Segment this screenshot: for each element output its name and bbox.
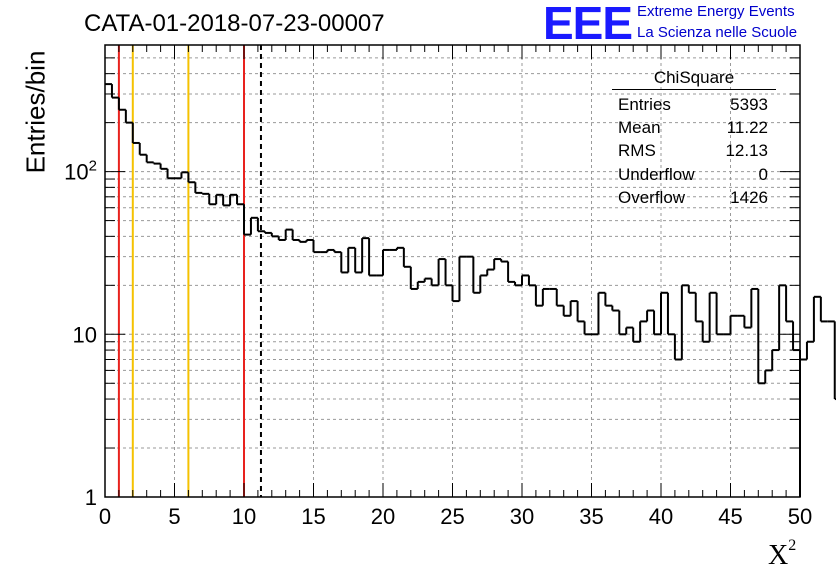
x-tick-label: 5 [168, 504, 180, 529]
logo-tagline-2: La Scienza nelle Scuole [637, 24, 798, 41]
stats-row-overflow: Overflow 1426 [612, 186, 776, 209]
logo-tagline-1: Extreme Energy Events [637, 3, 795, 20]
stats-value: 12.13 [725, 141, 768, 161]
x-tick-label: 40 [649, 504, 673, 529]
stats-value: 0 [758, 164, 768, 184]
stats-rows: Entries 5393 Mean 11.22 RMS 12.13 Underflow 0 Ov… [612, 93, 776, 209]
x-tick-label: 15 [301, 504, 325, 529]
stats-row-rms: RMS 12.13 [612, 139, 776, 162]
x-tick-label: 20 [371, 504, 395, 529]
stats-label: Overflow [618, 187, 686, 207]
stats-label: RMS [618, 141, 656, 161]
stats-label: Entries [618, 95, 671, 114]
stats-value: 1426 [730, 187, 768, 207]
y-tick-label: 10 [73, 322, 97, 347]
y-tick-label-base: 10 [64, 160, 88, 185]
x-axis-label-sup: 2 [788, 536, 797, 554]
stats-value: 11.22 [726, 118, 768, 138]
y-tick-label: 1 [85, 485, 97, 510]
y-tick-label: 102 [64, 158, 97, 185]
x-tick-label: 10 [232, 504, 256, 529]
x-tick-label: 0 [99, 504, 111, 529]
stats-value: 5393 [730, 95, 768, 114]
stats-row-underflow: Underflow 0 [612, 163, 776, 186]
plot-title: CATA-01-2018-07-23-00007 [84, 10, 385, 37]
stats-row-entries: Entries 5393 [612, 93, 776, 116]
stats-row-mean: Mean 11.22 [612, 116, 776, 139]
stats-title: ChiSquare [612, 68, 776, 90]
x-tick-label: 25 [440, 504, 464, 529]
stats-box: ChiSquare Entries 5393 Mean 11.22 RMS 12.13 Un… [612, 68, 776, 209]
x-tick-label: 45 [718, 504, 742, 529]
x-tick-label: 50 [788, 504, 812, 529]
eee-logo: EEE [543, 0, 633, 49]
x-axis-label-text: X [768, 540, 789, 571]
x-tick-label: 30 [510, 504, 534, 529]
x-axis-label: X2 [768, 536, 797, 572]
x-tick-label: 35 [579, 504, 603, 529]
stats-label: Mean [618, 118, 661, 138]
stats-label: Underflow [618, 164, 695, 184]
y-tick-label-sup: 2 [89, 158, 97, 175]
